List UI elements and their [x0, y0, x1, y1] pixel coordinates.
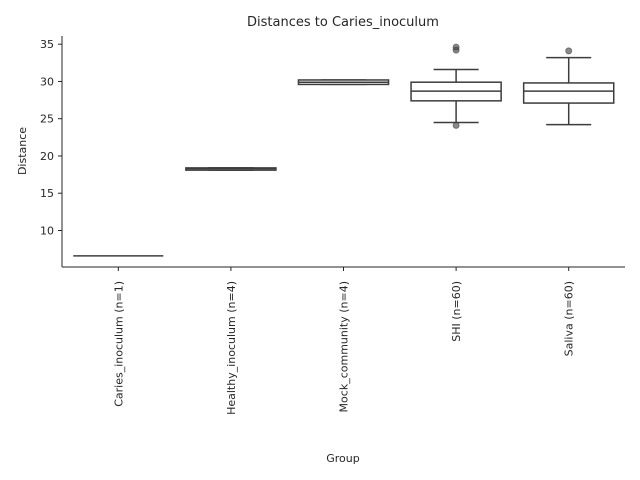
y-tick-label: 35	[40, 38, 54, 51]
y-tick-label: 20	[40, 150, 54, 163]
x-tick-label: Caries_inoculum (n=1)	[112, 281, 125, 407]
plot-area	[73, 43, 615, 257]
y-tick-label: 15	[40, 187, 54, 200]
x-tick-label: Saliva (n=60)	[563, 281, 576, 356]
outlier-point	[565, 47, 573, 55]
x-tick-label: SHI (n=60)	[450, 281, 463, 342]
box-group	[185, 167, 277, 171]
y-axis-label: Distance	[16, 127, 29, 175]
chart-title: Distances to Caries_inoculum	[247, 15, 439, 30]
box-iqr	[522, 82, 615, 104]
x-tick-label: Healthy_inoculum (n=4)	[225, 281, 238, 415]
y-tick-label: 10	[40, 224, 54, 237]
box-group	[297, 79, 390, 86]
y-tick-label: 30	[40, 75, 54, 88]
x-tick-label: Mock_community (n=4)	[338, 281, 351, 412]
outlier-point	[452, 121, 460, 129]
y-tick-label: 25	[40, 113, 54, 126]
box-group	[410, 43, 502, 129]
y-axis: 10 15 20 25 30 35	[40, 36, 63, 267]
x-axis-label: Group	[326, 452, 360, 465]
box-group	[522, 47, 615, 126]
x-axis: Caries_inoculum (n=1) Healthy_inoculum (n…	[62, 266, 625, 415]
outlier-point	[452, 43, 460, 51]
